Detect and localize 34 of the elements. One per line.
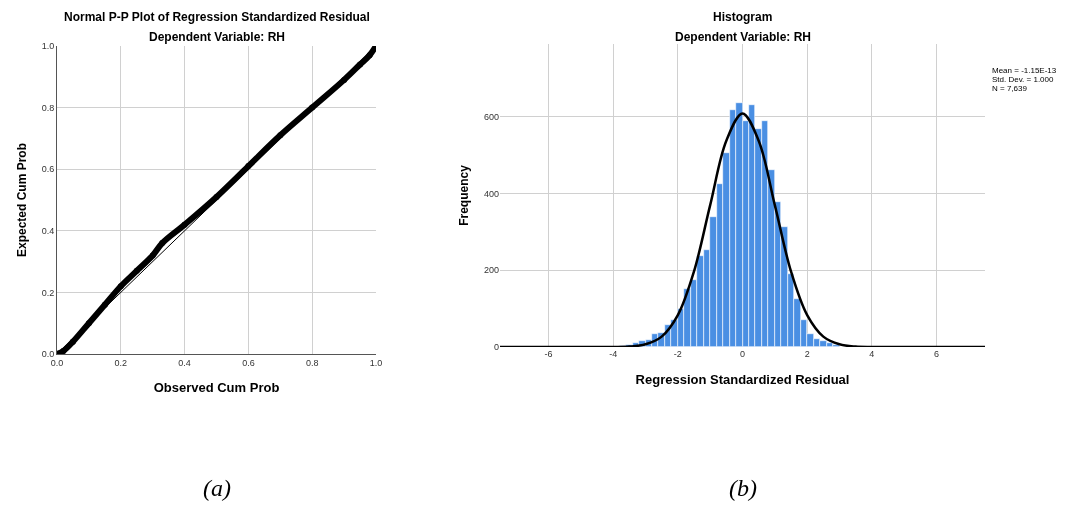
x-tick-label: -4 [609,349,618,359]
y-tick-label: 0.2 [41,287,55,298]
x-tick-label: 4 [869,349,875,359]
text: Mean = -1.15E-13 [992,66,1057,75]
y-tick-label: 600 [483,112,499,123]
y-tick-label: 0.6 [41,164,55,175]
chart-title: Histogram [713,10,773,24]
x-tick-label: 0.6 [242,357,255,368]
text: N = 7,639 [992,84,1028,93]
x-tick-label: 1.0 [369,357,383,368]
x-tick-label: 6 [933,349,940,359]
x-axis-title: Observed Cum Prob [153,380,280,396]
x-tick-label: 0.4 [178,357,191,368]
y-tick-label: 1.0 [41,41,55,52]
y-tick-label: 0.4 [41,225,55,236]
x-tick-label: 0.8 [305,357,319,368]
chart-subtitle: Dependent Variable: RH [149,30,286,44]
y-tick-label: 200 [483,265,499,276]
x-tick-label: -2 [673,349,682,359]
x-tick-label: 0.2 [114,357,128,368]
x-axis-title: Regression Standardized Residual [635,371,850,387]
chart-title: Normal P-P Plot of Regression Standardized Residual [64,10,370,24]
x-tick-label: -6 [544,349,553,359]
chart-subtitle: Dependent Variable: RH [675,30,812,44]
x-tick-label: 0.0 [50,357,64,368]
text: (b) [729,475,757,501]
x-tick-label: 0 [739,349,746,359]
text: Std. Dev. = 1.000 [992,75,1054,84]
x-tick-label: 2 [804,349,810,359]
y-axis-title: Frequency [457,164,472,226]
y-tick-label: 400 [483,188,499,199]
text: (a) [203,475,231,501]
y-axis-title: Expected Cum Prob [14,142,29,258]
y-tick-label: 0.8 [41,102,55,113]
